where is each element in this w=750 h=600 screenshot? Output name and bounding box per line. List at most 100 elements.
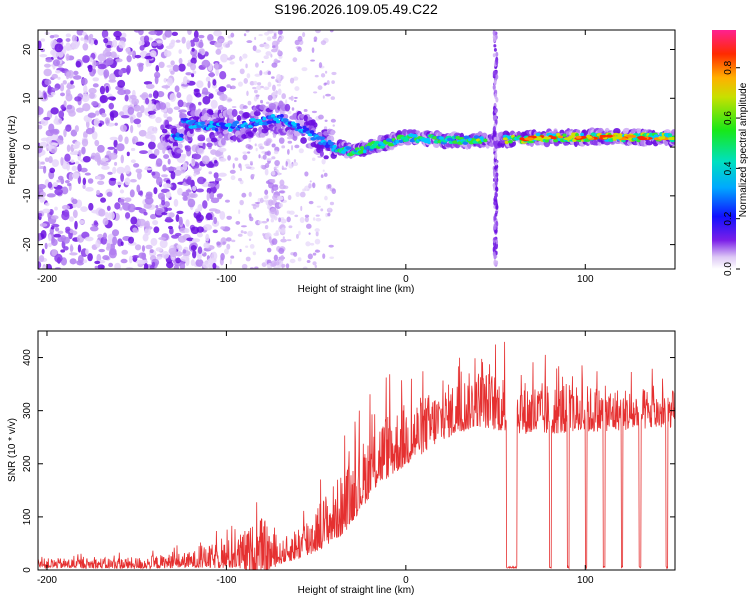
heatmap-cell [65,226,71,232]
heatmap-cell [259,132,266,138]
heatmap-cell [308,232,311,235]
heatmap-cell [78,219,85,225]
heatmap-cell [331,80,335,84]
heatmap-cell [73,70,79,76]
heatmap-cell [49,167,56,174]
heatmap-cell [117,89,126,96]
heatmap-cell [97,63,107,70]
heatmap-cell [100,197,107,203]
heatmap-cell [161,85,171,89]
heatmap-cell [133,163,140,168]
heatmap-cell [494,180,498,186]
heatmap-cell [236,114,242,122]
heatmap-cell [197,252,202,260]
heatmap-cell [231,105,237,109]
heatmap-cell [320,40,327,46]
heatmap-cell [44,242,48,250]
heatmap-cell [106,44,112,48]
heatmap-cell [44,157,50,163]
heatmap-cell [238,110,244,115]
heatmap-cell [202,261,210,269]
heatmap-cell [196,188,204,193]
heatmap-cell [52,59,60,67]
heatmap-cell [39,54,48,58]
snr-xtick-label: 100 [577,575,594,586]
heatmap-cell [101,165,110,170]
heatmap-cell [153,226,160,234]
heatmap-cell [296,125,303,130]
heatmap-cell [66,82,73,90]
heatmap-cell [494,89,498,94]
heatmap-cell [412,133,418,138]
heatmap-cell [58,110,65,119]
heatmap-cell [238,177,242,182]
heatmap-cell [60,234,67,242]
heatmap-cell [63,209,70,217]
heatmap-cell [82,155,91,163]
heatmap-cell [98,248,105,253]
heatmap-cell [264,168,269,176]
heatmap-cell [126,55,132,63]
heatmap-cell [294,214,299,218]
heatmap-cell [403,138,410,142]
heatmap-cell [83,131,88,139]
heatmap-cell [284,103,291,112]
heatmap-cell [214,159,218,164]
heatmap-cell [309,130,315,134]
heatmap-cell [101,112,107,118]
heatmap-cell [230,85,236,90]
heatmap-cell [126,67,130,75]
heatmap-cell [257,220,263,225]
heatmap-cell [141,245,146,253]
heatmap-cell [198,34,205,39]
heatmap-cell [251,173,255,177]
heatmap-cell [281,227,286,234]
heatmap-cell [294,144,300,149]
heatmap-cell [426,140,431,144]
heatmap-cell [252,86,257,90]
heatmap-cell [268,199,274,206]
heatmap-cell [175,39,181,43]
heatmap-cell [253,110,261,116]
heatmap-cell [278,202,284,208]
heatmap-cell [279,113,284,118]
heatmap-cell [149,213,157,220]
heatmap-cell [495,59,499,66]
heatmap-cell [186,237,194,242]
heatmap-cell [124,165,131,175]
heatmap-cell [64,153,71,162]
heatmap-cell [178,216,183,225]
heatmap-cell [586,135,593,139]
heatmap-cell [135,141,145,146]
heatmap-cell [83,39,89,44]
spectrogram-ytick-label: 10 [22,92,33,104]
heatmap-cell [170,171,176,180]
heatmap-cell [51,238,58,246]
heatmap-cell [172,64,180,72]
heatmap-cell [175,214,180,223]
figure-title: S196.2026.109.05.49.C22 [274,1,438,17]
heatmap-cell [130,124,134,134]
heatmap-cell [182,195,188,201]
heatmap-cell [543,136,552,140]
heatmap-cell [38,90,42,98]
heatmap-cell [97,144,105,153]
heatmap-cell [173,169,182,177]
heatmap-cell [493,48,497,52]
heatmap-cell [192,153,202,160]
heatmap-cell [72,75,82,80]
heatmap-cell [177,99,184,108]
heatmap-cell [51,87,59,91]
heatmap-cell [61,204,70,210]
heatmap-cell [63,100,67,108]
heatmap-cell [207,182,216,188]
heatmap-cell [109,110,119,118]
heatmap-cell [231,239,236,243]
heatmap-cell [155,205,159,209]
heatmap-cell [324,195,328,201]
heatmap-cell [300,205,303,212]
heatmap-cell [225,123,233,127]
heatmap-cell [495,74,499,80]
heatmap-cell [119,207,123,211]
heatmap-cell [130,216,138,225]
